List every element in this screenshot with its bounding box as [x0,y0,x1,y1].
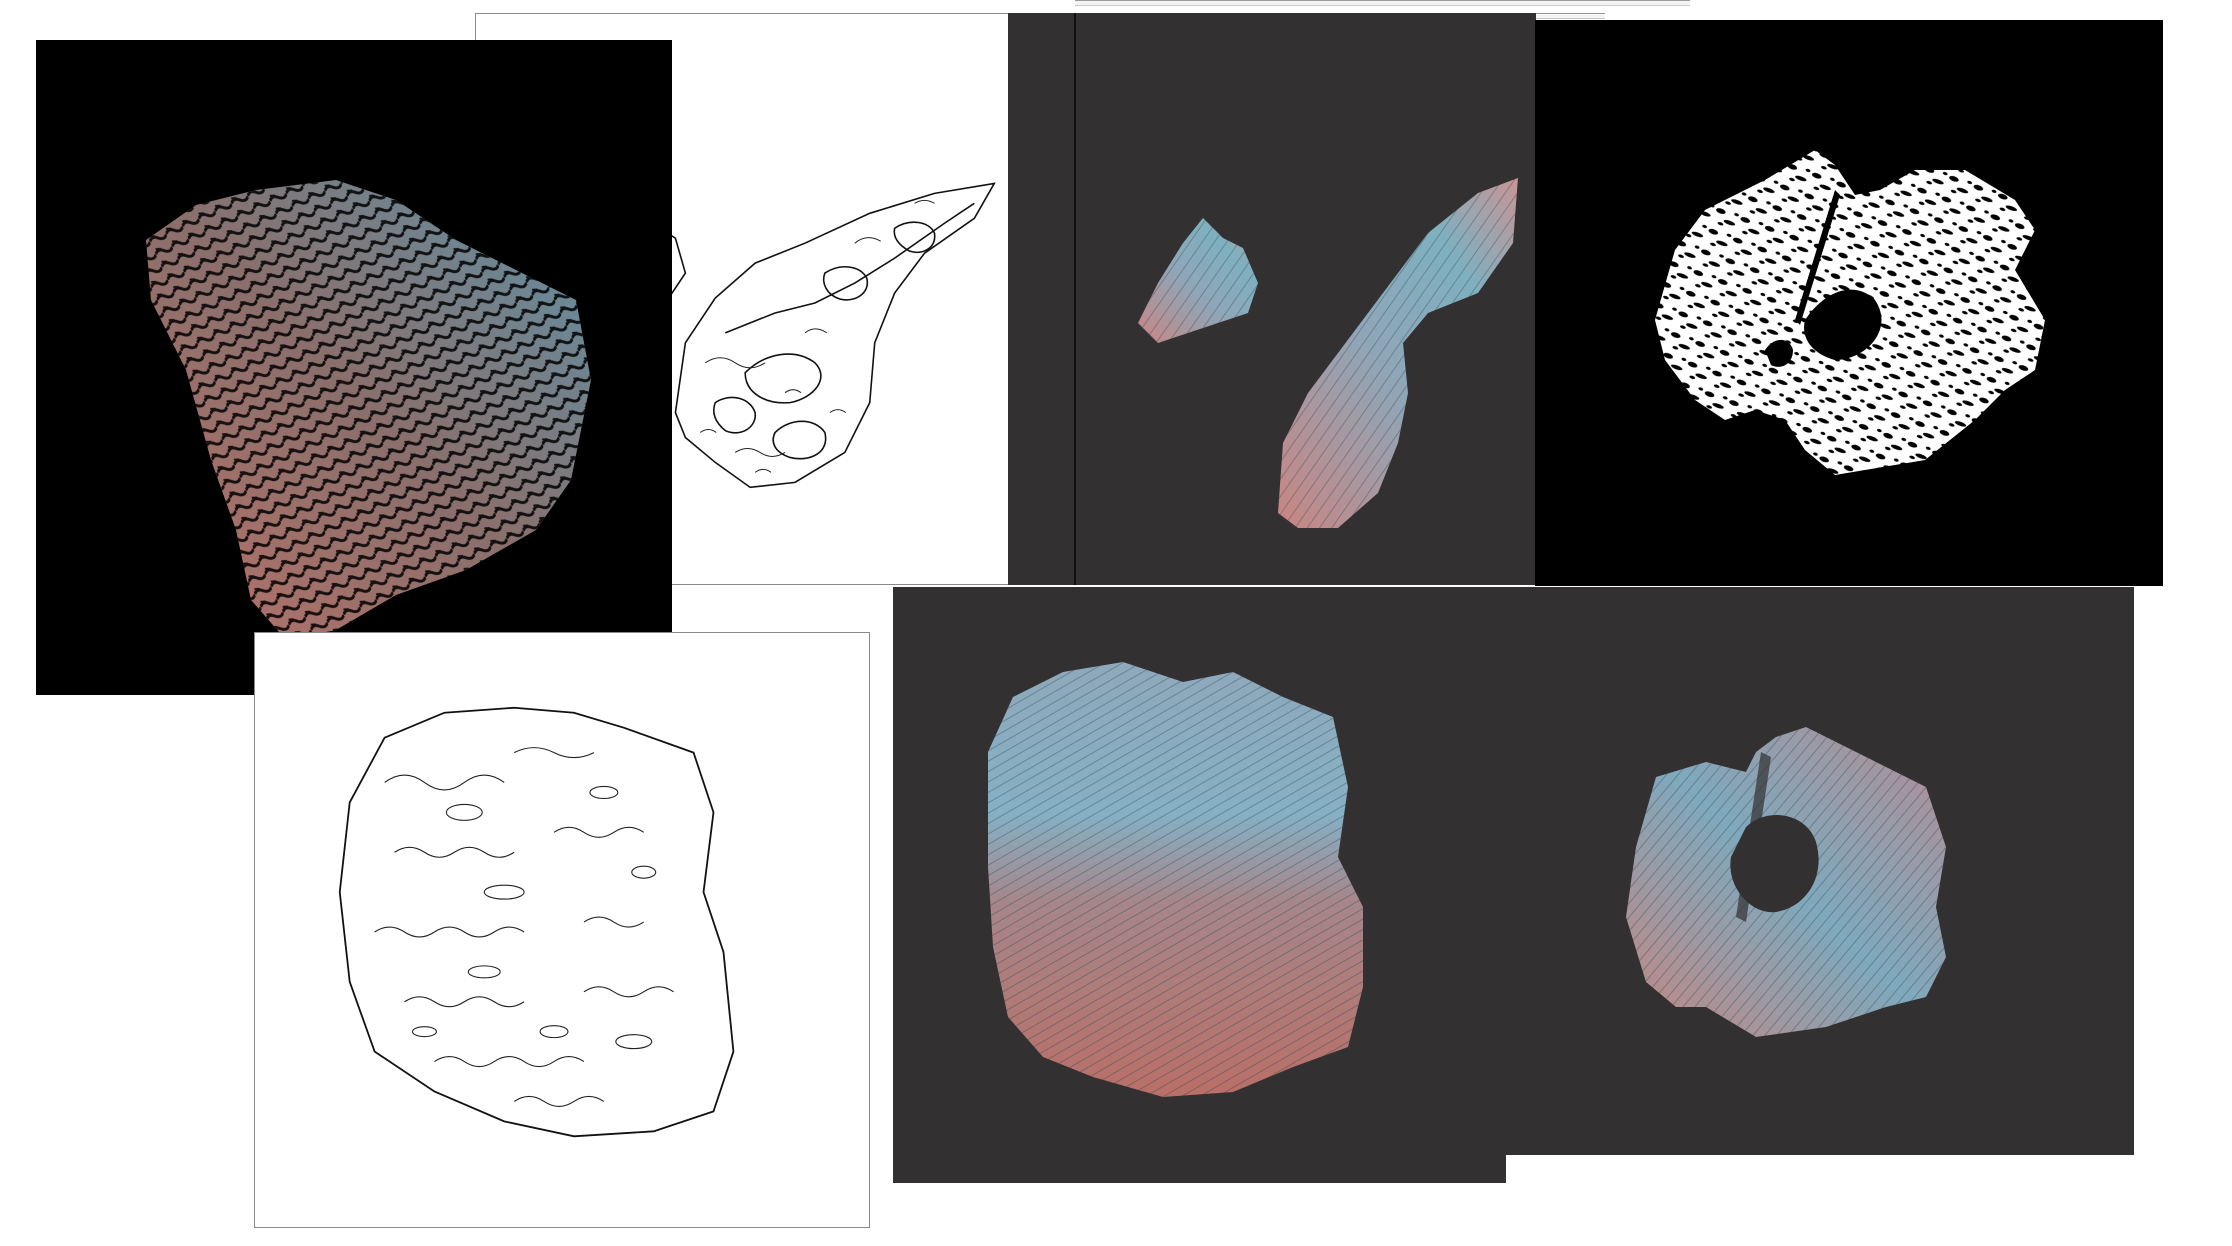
render-panel-split-rock [1506,587,2134,1155]
rock-render-square [988,662,1363,1097]
render-panel-narrow-rock [1008,13,1536,585]
panel-divider-line [1074,13,1076,585]
contour-drawing-square [338,706,735,1138]
shaded-rock-shape [146,180,591,640]
binary-mask-rock [1655,150,2045,475]
binary-mask-panel [1535,20,2163,586]
top-edge-strip-right [1075,0,1690,6]
rock-render-split [1626,727,1946,1037]
contour-panel-square-rock [254,632,870,1228]
narrow-rock-shape [1138,178,1518,528]
split-rock-shape [1626,727,1946,1037]
shaded-rock [146,180,591,640]
render-panel-square-rock [893,587,1506,1183]
shaded-rock-panel [36,40,672,695]
rock-render-narrow [1138,178,1518,528]
